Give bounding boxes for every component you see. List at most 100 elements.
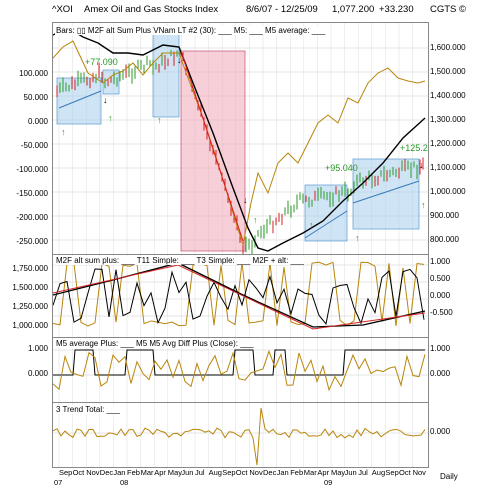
- m5-left-tick: 1.000: [27, 344, 48, 353]
- osc-right-tick: -0.500: [430, 308, 453, 317]
- month-label: Jul: [358, 468, 368, 477]
- time-axis: Sep Oct Nov Dec Jan Feb Mar Apr May Jun Jul Aug Sep O…: [52, 467, 427, 489]
- price-change: +33.230: [379, 4, 414, 15]
- price-right-tick: 1,200.000: [430, 139, 466, 148]
- month-label: Oct: [399, 468, 411, 477]
- price-right-tick: 800.000: [430, 235, 459, 244]
- buy-arrow: ↑: [253, 215, 258, 225]
- oscillator-left-axis: 1,750.000 1,500.000 1,250.000 1,000.000: [0, 254, 51, 336]
- month-label: Apr: [317, 468, 330, 477]
- symbol-label: ^XOI: [52, 4, 73, 15]
- index-name: Amex Oil and Gas Stocks Index: [84, 4, 219, 15]
- m5-legend: M5 average Plus: ___ M5 M5 Avg Diff Plus…: [55, 339, 255, 348]
- buy-arrow: ↑: [421, 200, 426, 210]
- month-label: Aug: [371, 468, 386, 477]
- price-left-tick: 0.000: [27, 117, 48, 126]
- trend-line: [180, 50, 244, 242]
- m5-right-axis: 1.000 0.000: [428, 337, 480, 401]
- price-left-axis: 100.000 50.000 0.000 -50.000 -100.000 -150.00…: [0, 22, 51, 253]
- last-price: 1,077.200: [332, 4, 375, 15]
- price-left-tick: -200.000: [16, 213, 48, 222]
- t11-line: [53, 262, 426, 328]
- month-label: Aug: [208, 468, 222, 477]
- price-right-tick: 900.000: [430, 211, 459, 220]
- month-label: Sep: [385, 468, 399, 477]
- annotation-plus-125: +125.2: [400, 143, 428, 153]
- m5-average-line: [53, 27, 426, 252]
- trend-total-line: [53, 407, 426, 466]
- buy-arrow: ↑: [157, 115, 162, 125]
- osc-left-tick: 1,500.000: [12, 283, 48, 292]
- month-label: Sep: [59, 468, 73, 477]
- m2f-plus-alt-line: [53, 268, 425, 326]
- month-label: Jan: [276, 468, 289, 477]
- year-label: 08: [120, 478, 129, 487]
- osc-right-tick: 0.000: [430, 291, 451, 300]
- osc-left-tick: 1,750.000: [12, 264, 48, 273]
- sell-arrow: ↓: [177, 55, 182, 65]
- osc-right-tick: 1.000: [430, 257, 451, 266]
- month-label: Dec: [263, 468, 277, 477]
- buy-arrow: ↑: [355, 233, 360, 243]
- month-label: Feb: [127, 468, 140, 477]
- buy-zone-box: [304, 184, 348, 242]
- month-label: Mar: [303, 468, 317, 477]
- price-right-tick: 1,000.000: [430, 187, 466, 196]
- osc-right-tick: 0.500: [430, 274, 451, 283]
- price-left-tick: -150.000: [16, 189, 48, 198]
- interval-label[interactable]: Daily: [440, 472, 458, 481]
- month-label: May: [331, 468, 346, 477]
- month-label: Oct: [72, 468, 85, 477]
- price-panel[interactable]: +77.090 +95.040 +125.2 ↑ ↑ ↑ ↑ ↑ ↑ ↑ ↓ ↓ ↓ ↓: [52, 22, 429, 255]
- buy-zone-box: [352, 158, 420, 230]
- month-label: Jun: [344, 468, 357, 477]
- buy-zone-box: [56, 77, 102, 125]
- price-right-axis: 1,600.000 1,500.000 1,400.000 1,300.000 1,20…: [428, 22, 480, 253]
- oscillator-legend: M2F alt sum plus: ___ T11 Simple: ___ T3…: [55, 256, 305, 265]
- price-right-tick: 1,300.000: [430, 115, 466, 124]
- price-left-tick: 50.000: [23, 93, 48, 102]
- m5-average-plus-line: [53, 349, 425, 376]
- regression-line: [304, 210, 348, 239]
- month-label: May: [167, 468, 182, 477]
- date-range: 8/6/07 - 12/25/09: [246, 4, 318, 15]
- chart-header: ^XOI Amex Oil and Gas Stocks Index 8/6/0…: [0, 0, 480, 20]
- year-label: 09: [324, 478, 333, 487]
- m5-line: [53, 40, 426, 246]
- t3-line: [53, 264, 426, 330]
- buy-arrow: ↑: [108, 113, 113, 123]
- price-left-tick: -100.000: [16, 165, 48, 174]
- price-right-tick: 1,500.000: [430, 67, 466, 76]
- month-label: Nov: [412, 468, 426, 477]
- m5-avg-diff-line: [53, 349, 426, 392]
- sell-arrow: ↓: [419, 160, 424, 170]
- month-label: Jan: [113, 468, 126, 477]
- trend-legend: 3 Trend Total: ___: [55, 405, 121, 414]
- m5-right-tick: 0.000: [430, 369, 451, 378]
- price-left-tick: 100.000: [19, 69, 48, 78]
- oscillator-right-axis: 1.000 0.500 0.000 -0.500: [428, 254, 480, 336]
- oscillator-panel[interactable]: [52, 254, 429, 338]
- brand-label: CGTS ©: [430, 4, 467, 15]
- price-right-tick: 1,600.000: [430, 43, 466, 52]
- regression-line: [352, 180, 420, 204]
- month-label: Dec: [99, 468, 114, 477]
- osc-left-tick: 1,000.000: [12, 321, 48, 330]
- m5-right-tick: 1.000: [430, 344, 451, 353]
- year-label: 07: [54, 478, 63, 487]
- trend-right-axis: 0.000: [428, 402, 480, 466]
- price-right-tick: 1,400.000: [430, 91, 466, 100]
- month-label: Sep: [222, 468, 236, 477]
- month-label: Jun: [181, 468, 194, 477]
- trend-right-tick: 0.000: [430, 427, 451, 436]
- regression-line: [58, 90, 102, 109]
- annotation-plus-95: +95.040: [325, 163, 358, 173]
- month-label: Nov: [249, 468, 263, 477]
- m5-left-tick: 0.000: [27, 369, 48, 378]
- month-label: Oct: [235, 468, 248, 477]
- price-legend: Bars: ▯▯ M2F alt Sum Plus VNam LT #2 (30…: [55, 26, 327, 35]
- osc-left-tick: 1,250.000: [12, 302, 48, 311]
- buy-arrow: ↑: [309, 220, 314, 230]
- month-label: Nov: [86, 468, 100, 477]
